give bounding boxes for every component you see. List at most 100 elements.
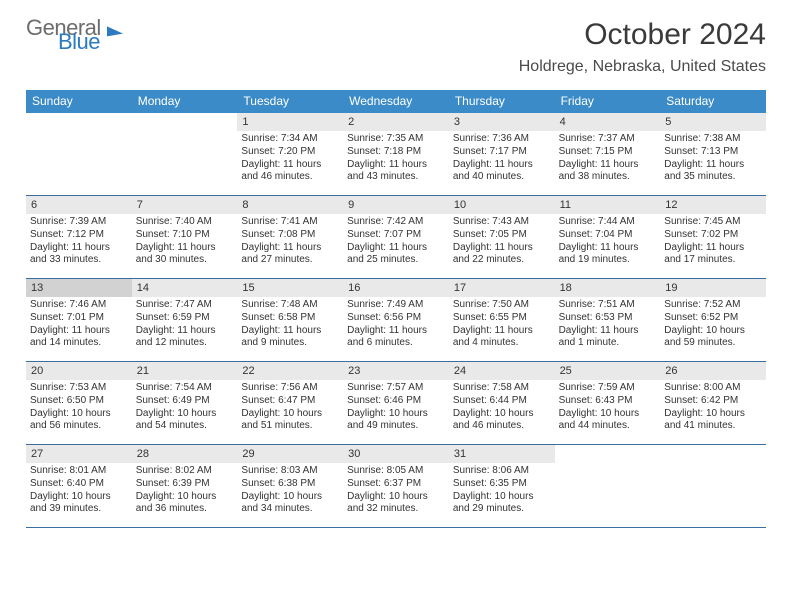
day-number [26,113,132,131]
daylight-text: Daylight: 11 hours and 4 minutes. [453,325,551,351]
logo: General Blue [26,18,123,52]
calendar-cell: 29Sunrise: 8:03 AMSunset: 6:38 PMDayligh… [237,445,343,527]
logo-text: General Blue [26,18,123,52]
day-body: Sunrise: 8:01 AMSunset: 6:40 PMDaylight:… [26,463,132,517]
sunrise-text: Sunrise: 8:02 AM [136,465,234,478]
calendar-cell: 26Sunrise: 8:00 AMSunset: 6:42 PMDayligh… [660,362,766,444]
calendar-cell: 9Sunrise: 7:42 AMSunset: 7:07 PMDaylight… [343,196,449,278]
calendar-cell: 6Sunrise: 7:39 AMSunset: 7:12 PMDaylight… [26,196,132,278]
sunrise-text: Sunrise: 7:38 AM [664,133,762,146]
sunrise-text: Sunrise: 7:35 AM [347,133,445,146]
day-body: Sunrise: 7:53 AMSunset: 6:50 PMDaylight:… [26,380,132,434]
sunset-text: Sunset: 6:58 PM [241,312,339,325]
daylight-text: Daylight: 11 hours and 43 minutes. [347,159,445,185]
daylight-text: Daylight: 10 hours and 56 minutes. [30,408,128,434]
logo-triangle-icon [107,24,123,37]
sunrise-text: Sunrise: 7:51 AM [559,299,657,312]
sunrise-text: Sunrise: 7:39 AM [30,216,128,229]
day-body: Sunrise: 7:41 AMSunset: 7:08 PMDaylight:… [237,214,343,268]
daylight-text: Daylight: 11 hours and 1 minute. [559,325,657,351]
daylight-text: Daylight: 10 hours and 39 minutes. [30,491,128,517]
week-row: 6Sunrise: 7:39 AMSunset: 7:12 PMDaylight… [26,196,766,279]
day-number: 20 [26,362,132,380]
daylight-text: Daylight: 10 hours and 51 minutes. [241,408,339,434]
sunset-text: Sunset: 7:01 PM [30,312,128,325]
sunset-text: Sunset: 7:18 PM [347,146,445,159]
day-number: 2 [343,113,449,131]
sunset-text: Sunset: 7:20 PM [241,146,339,159]
day-body: Sunrise: 8:00 AMSunset: 6:42 PMDaylight:… [660,380,766,434]
day-number: 18 [555,279,661,297]
day-number: 12 [660,196,766,214]
calendar-cell: 5Sunrise: 7:38 AMSunset: 7:13 PMDaylight… [660,113,766,195]
day-body: Sunrise: 7:57 AMSunset: 6:46 PMDaylight:… [343,380,449,434]
sunrise-text: Sunrise: 8:05 AM [347,465,445,478]
sunset-text: Sunset: 6:35 PM [453,478,551,491]
daylight-text: Daylight: 10 hours and 54 minutes. [136,408,234,434]
sunrise-text: Sunrise: 7:37 AM [559,133,657,146]
week-row: 1Sunrise: 7:34 AMSunset: 7:20 PMDaylight… [26,113,766,196]
day-number: 3 [449,113,555,131]
day-body: Sunrise: 7:38 AMSunset: 7:13 PMDaylight:… [660,131,766,185]
header: General Blue October 2024 Holdrege, Nebr… [0,0,792,82]
day-number: 11 [555,196,661,214]
sunset-text: Sunset: 6:38 PM [241,478,339,491]
sunrise-text: Sunrise: 7:59 AM [559,382,657,395]
sunrise-text: Sunrise: 7:53 AM [30,382,128,395]
sunset-text: Sunset: 7:02 PM [664,229,762,242]
day-number: 25 [555,362,661,380]
day-number: 19 [660,279,766,297]
daylight-text: Daylight: 10 hours and 44 minutes. [559,408,657,434]
day-number: 23 [343,362,449,380]
daylight-text: Daylight: 11 hours and 25 minutes. [347,242,445,268]
daylight-text: Daylight: 10 hours and 49 minutes. [347,408,445,434]
day-number: 26 [660,362,766,380]
calendar-cell: 1Sunrise: 7:34 AMSunset: 7:20 PMDaylight… [237,113,343,195]
day-body: Sunrise: 7:36 AMSunset: 7:17 PMDaylight:… [449,131,555,185]
day-body: Sunrise: 7:59 AMSunset: 6:43 PMDaylight:… [555,380,661,434]
daylight-text: Daylight: 11 hours and 27 minutes. [241,242,339,268]
weekday-header: Monday [132,90,238,113]
sunrise-text: Sunrise: 7:56 AM [241,382,339,395]
day-number: 30 [343,445,449,463]
calendar-cell: 27Sunrise: 8:01 AMSunset: 6:40 PMDayligh… [26,445,132,527]
week-row: 13Sunrise: 7:46 AMSunset: 7:01 PMDayligh… [26,279,766,362]
day-body: Sunrise: 7:56 AMSunset: 6:47 PMDaylight:… [237,380,343,434]
sunset-text: Sunset: 6:42 PM [664,395,762,408]
day-body: Sunrise: 7:49 AMSunset: 6:56 PMDaylight:… [343,297,449,351]
sunrise-text: Sunrise: 8:03 AM [241,465,339,478]
sunset-text: Sunset: 6:56 PM [347,312,445,325]
sunset-text: Sunset: 7:07 PM [347,229,445,242]
calendar-cell: 4Sunrise: 7:37 AMSunset: 7:15 PMDaylight… [555,113,661,195]
daylight-text: Daylight: 10 hours and 29 minutes. [453,491,551,517]
day-body: Sunrise: 7:54 AMSunset: 6:49 PMDaylight:… [132,380,238,434]
day-number: 9 [343,196,449,214]
day-body: Sunrise: 7:37 AMSunset: 7:15 PMDaylight:… [555,131,661,185]
weekday-header: Tuesday [237,90,343,113]
weekday-header: Friday [555,90,661,113]
sunset-text: Sunset: 6:37 PM [347,478,445,491]
sunrise-text: Sunrise: 7:36 AM [453,133,551,146]
sunrise-text: Sunrise: 7:54 AM [136,382,234,395]
weekday-header: Sunday [26,90,132,113]
calendar-cell: 30Sunrise: 8:05 AMSunset: 6:37 PMDayligh… [343,445,449,527]
calendar-cell-blank [132,113,238,195]
day-body: Sunrise: 7:45 AMSunset: 7:02 PMDaylight:… [660,214,766,268]
day-number: 13 [26,279,132,297]
weekday-header: Thursday [449,90,555,113]
sunrise-text: Sunrise: 8:06 AM [453,465,551,478]
sunset-text: Sunset: 6:49 PM [136,395,234,408]
sunrise-text: Sunrise: 7:48 AM [241,299,339,312]
day-body: Sunrise: 8:03 AMSunset: 6:38 PMDaylight:… [237,463,343,517]
day-body: Sunrise: 8:05 AMSunset: 6:37 PMDaylight:… [343,463,449,517]
sunset-text: Sunset: 6:43 PM [559,395,657,408]
sunset-text: Sunset: 6:50 PM [30,395,128,408]
day-body: Sunrise: 7:42 AMSunset: 7:07 PMDaylight:… [343,214,449,268]
daylight-text: Daylight: 11 hours and 46 minutes. [241,159,339,185]
calendar-cell: 19Sunrise: 7:52 AMSunset: 6:52 PMDayligh… [660,279,766,361]
sunset-text: Sunset: 6:40 PM [30,478,128,491]
sunset-text: Sunset: 7:10 PM [136,229,234,242]
day-body: Sunrise: 7:44 AMSunset: 7:04 PMDaylight:… [555,214,661,268]
weeks-container: 1Sunrise: 7:34 AMSunset: 7:20 PMDaylight… [26,113,766,528]
calendar-cell: 18Sunrise: 7:51 AMSunset: 6:53 PMDayligh… [555,279,661,361]
